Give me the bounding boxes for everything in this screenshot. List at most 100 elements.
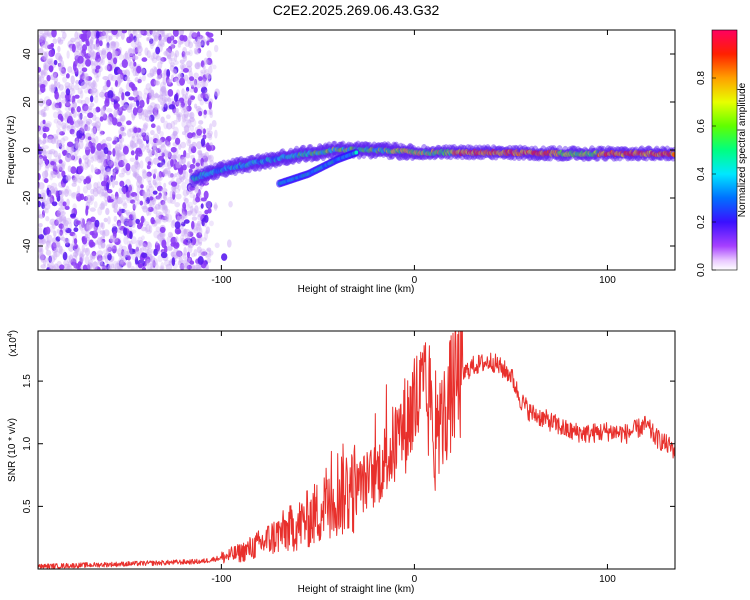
noise-speck xyxy=(196,141,203,150)
noise-speck xyxy=(103,146,109,155)
noise-speck xyxy=(62,113,69,118)
noise-speck xyxy=(80,81,87,90)
noise-speck xyxy=(155,210,162,218)
noise-speck xyxy=(59,189,64,199)
noise-speck xyxy=(76,106,81,113)
noise-speck xyxy=(140,226,147,232)
noise-speck xyxy=(135,169,140,174)
noise-speck xyxy=(46,44,54,50)
noise-speck xyxy=(82,103,89,112)
noise-speck xyxy=(90,146,96,154)
noise-speck xyxy=(41,201,46,210)
noise-speck xyxy=(42,155,47,162)
noise-speck xyxy=(40,56,47,62)
noise-speck xyxy=(163,162,170,168)
noise-speck xyxy=(56,210,61,217)
noise-speck xyxy=(101,238,106,243)
noise-speck xyxy=(123,227,128,236)
noise-speck xyxy=(42,205,47,215)
noise-speck xyxy=(135,218,141,225)
noise-speck xyxy=(72,110,78,119)
noise-speck xyxy=(45,249,52,256)
noise-speck xyxy=(132,107,138,116)
snr-y-label: SNR (10 * v/v) xyxy=(7,418,18,482)
noise-speck xyxy=(146,248,153,256)
noise-speck xyxy=(58,62,63,72)
noise-speck xyxy=(68,153,75,161)
noise-speck xyxy=(46,74,51,82)
noise-speck xyxy=(128,81,135,88)
noise-speck xyxy=(72,263,76,270)
noise-speck xyxy=(179,77,185,86)
noise-speck xyxy=(71,182,77,187)
noise-speck xyxy=(69,128,75,135)
noise-speck xyxy=(38,125,42,132)
noise-speck xyxy=(128,214,133,220)
noise-speck xyxy=(44,55,49,64)
noise-speck xyxy=(152,178,158,186)
noise-speck xyxy=(180,141,187,149)
noise-speck xyxy=(73,243,78,250)
noise-speck xyxy=(147,72,154,78)
noise-speck xyxy=(88,38,93,47)
noise-speck xyxy=(179,59,185,64)
noise-speck xyxy=(52,165,58,172)
noise-speck xyxy=(173,66,179,74)
noise-speck xyxy=(127,56,132,61)
noise-speck xyxy=(43,52,48,59)
noise-speck xyxy=(42,80,48,85)
noise-speck xyxy=(191,252,196,258)
noise-speck xyxy=(63,263,70,270)
noise-speck xyxy=(164,208,171,215)
noise-speck xyxy=(156,75,161,80)
noise-speck xyxy=(209,159,215,166)
noise-speck xyxy=(57,207,62,214)
noise-speck xyxy=(193,185,200,194)
noise-speck xyxy=(52,71,58,76)
noise-speck xyxy=(70,155,76,161)
noise-speck xyxy=(89,39,94,44)
noise-speck xyxy=(85,177,91,184)
noise-speck xyxy=(185,86,190,92)
noise-speck xyxy=(121,217,125,224)
noise-speck xyxy=(85,126,91,132)
noise-speck xyxy=(49,60,55,68)
noise-speck xyxy=(141,235,145,241)
noise-speck xyxy=(118,153,122,162)
svg-text:(x104): (x104) xyxy=(7,330,19,357)
noise-speck xyxy=(132,171,138,178)
noise-speck xyxy=(183,209,188,217)
noise-speck xyxy=(137,263,144,269)
noise-speck xyxy=(193,86,198,94)
noise-speck xyxy=(138,149,142,155)
noise-speck xyxy=(192,168,198,173)
noise-speck xyxy=(152,142,157,150)
noise-speck xyxy=(38,154,44,160)
noise-speck xyxy=(149,92,155,100)
noise-speck xyxy=(112,237,119,243)
noise-speck xyxy=(187,138,192,144)
noise-speck xyxy=(202,78,207,84)
noise-speck xyxy=(47,58,53,65)
noise-speck xyxy=(186,251,191,259)
snr-y-scale: (x104) xyxy=(7,330,19,357)
noise-speck xyxy=(104,65,111,71)
noise-speck xyxy=(86,158,91,168)
noise-speck xyxy=(151,147,159,155)
noise-speck xyxy=(85,230,91,239)
noise-speck xyxy=(160,144,166,154)
noise-speck xyxy=(59,68,67,76)
noise-speck xyxy=(199,99,204,106)
noise-speck xyxy=(137,52,142,57)
noise-speck xyxy=(204,60,211,65)
noise-speck xyxy=(142,109,149,118)
noise-speck xyxy=(167,88,174,97)
noise-speck xyxy=(39,248,44,254)
noise-speck xyxy=(45,226,51,235)
noise-speck xyxy=(197,149,203,155)
noise-speck xyxy=(78,253,85,263)
noise-speck xyxy=(164,90,168,97)
noise-speck xyxy=(103,217,108,223)
noise-speck xyxy=(64,100,71,106)
